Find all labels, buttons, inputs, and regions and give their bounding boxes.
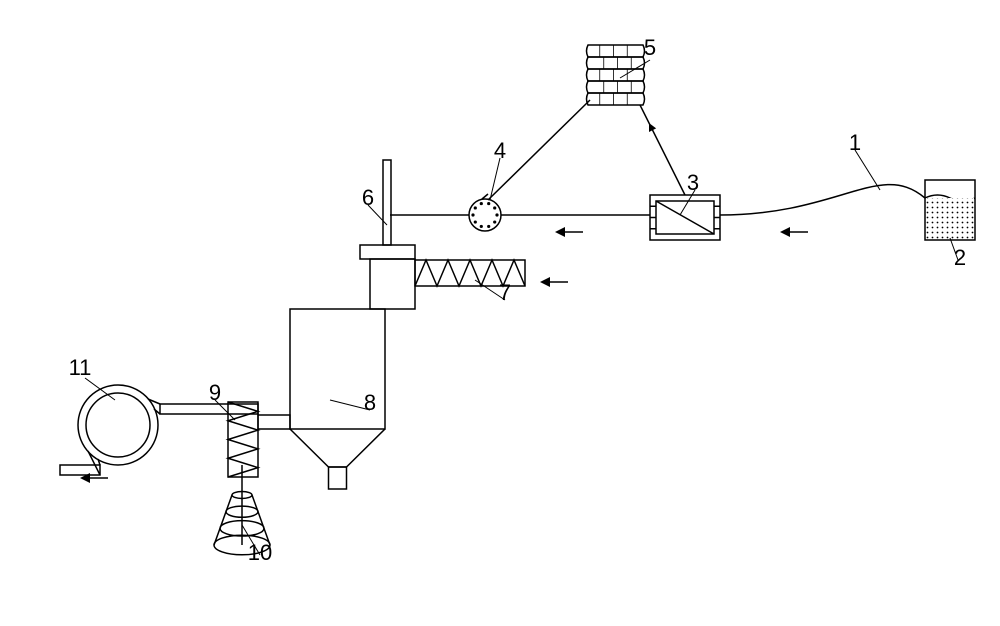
diagram-label-11: 11 [69, 355, 92, 380]
diagram-label-9: 9 [209, 380, 221, 405]
diagram-label-3: 3 [687, 170, 699, 195]
diagram-label-4: 4 [494, 138, 506, 163]
diagram-label-2: 2 [954, 245, 966, 270]
diagram-label-8: 8 [364, 390, 376, 415]
diagram-label-5: 5 [644, 35, 656, 60]
diagram-label-7: 7 [499, 280, 511, 305]
diagram-label-6: 6 [362, 185, 374, 210]
diagram-label-10: 10 [248, 540, 272, 565]
diagram-label-1: 1 [849, 130, 861, 155]
